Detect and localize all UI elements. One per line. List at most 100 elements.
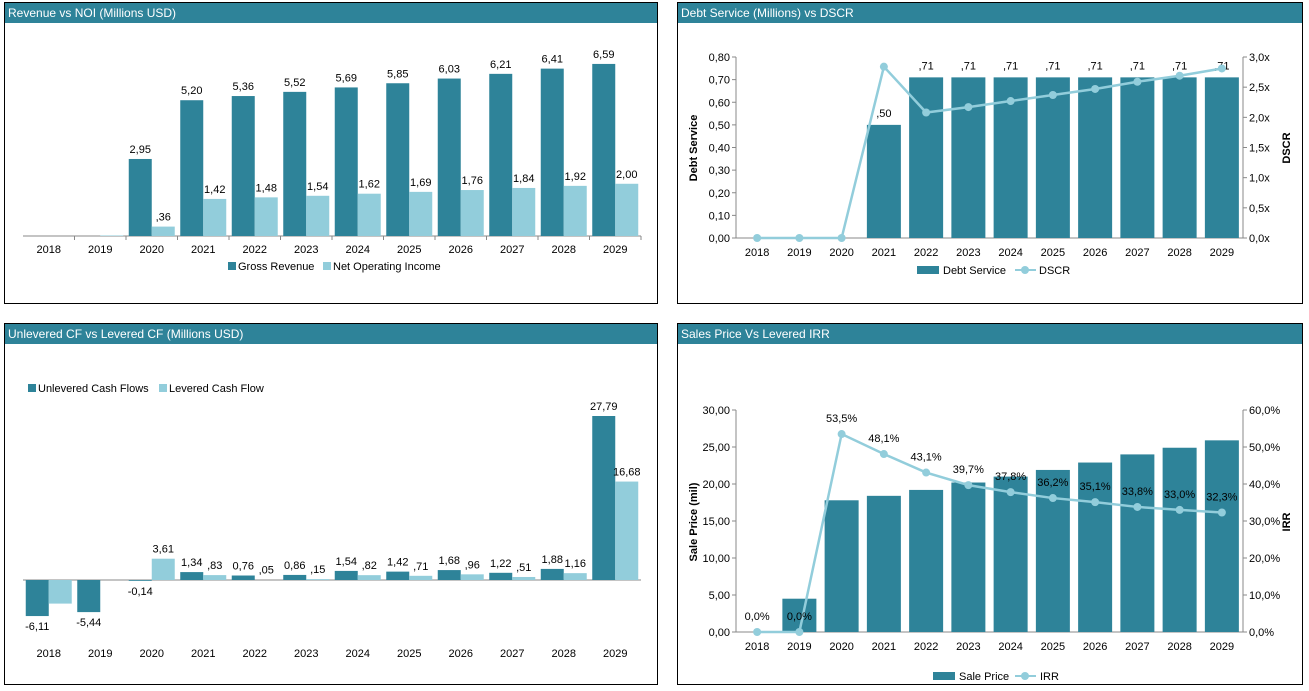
x-tick-label: 2019: [88, 648, 112, 660]
dscr-point: [837, 234, 846, 242]
y2-axis-title: IRR: [1281, 512, 1293, 531]
bar-unlevered: [540, 568, 564, 580]
x-tick-label: 2022: [914, 247, 938, 259]
x-tick-label: 2029: [1210, 247, 1234, 259]
x-tick-label: 2021: [872, 247, 896, 259]
y-tick-label: 0,80: [709, 52, 730, 64]
dscr-point: [1217, 64, 1226, 73]
x-tick-label: 2029: [1210, 641, 1234, 653]
y-tick-label: 30,00: [702, 405, 730, 417]
x-tick-label: 2028: [1167, 247, 1191, 259]
data-label: 0,86: [284, 560, 305, 572]
bar-unlevered: [128, 580, 152, 581]
revenue-noi-chart: 2018 2019 2020 2,95 ,36 2021 5,20 1,42 2022 5,36 1…: [23, 49, 642, 273]
y2-tick-label: 20,0%: [1249, 553, 1280, 565]
bar-unlevered: [386, 571, 410, 580]
data-label: 1,22: [490, 558, 511, 570]
bar-sale-price: [866, 495, 901, 632]
x-tick-label: 2018: [745, 247, 769, 259]
legend-swatch-sale-price: [933, 672, 955, 680]
y-tick-label: 25,00: [702, 442, 730, 454]
bar-unlevered: [489, 572, 513, 580]
data-label: 1,84: [513, 173, 534, 185]
y2-tick-label: 0,5x: [1249, 203, 1270, 215]
bar-gross-revenue: [592, 63, 616, 236]
data-label: ,71: [1087, 60, 1102, 72]
panel-title: Revenue vs NOI (Millions USD): [5, 3, 657, 23]
dscr-point: [753, 234, 762, 242]
y2-tick-label: 30,0%: [1249, 516, 1280, 528]
bar-levered: [409, 575, 433, 580]
bar-debt-service: [1078, 77, 1113, 238]
x-tick-label: 2025: [397, 244, 421, 256]
debt-service-chart: 0,00 0,10 0,20 0,30 0,40 0,50 0,60 0,70 0,80 0,0x…: [688, 52, 1293, 277]
data-label: 1,76: [462, 175, 483, 187]
x-tick-label: 2018: [745, 641, 769, 653]
x-tick-label: 2022: [243, 648, 267, 660]
bar-noi: [100, 235, 124, 236]
bar-gross-revenue: [334, 87, 358, 236]
y2-tick-label: 40,0%: [1249, 479, 1280, 491]
bar-gross-revenue: [489, 73, 513, 236]
data-label: 1,42: [204, 184, 225, 196]
dscr-line: [757, 64, 1223, 240]
data-label: 3,61: [153, 544, 174, 556]
data-label: ,71: [961, 60, 976, 72]
y-tick-label: 0,20: [709, 188, 730, 200]
y2-tick-label: 2,0x: [1249, 112, 1270, 124]
dscr-point: [1048, 91, 1057, 100]
data-label: 5,85: [387, 68, 408, 80]
legend-label: Levered Cash Flow: [169, 383, 264, 395]
legend-swatch-levered: [159, 384, 167, 392]
data-label: 43,1%: [911, 452, 942, 464]
y-tick-label: 0,60: [709, 97, 730, 109]
data-label: 1,92: [565, 171, 586, 183]
bar-noi: [512, 187, 536, 236]
irr-point: [964, 481, 973, 490]
bar-debt-service: [1035, 77, 1070, 238]
data-label: 0,0%: [745, 611, 770, 623]
x-tick-label: 2027: [1125, 641, 1149, 653]
bar-levered: [615, 481, 639, 580]
y-tick-label: 0,40: [709, 143, 730, 155]
bar-debt-service: [909, 77, 944, 238]
cash-flow-chart: 2018 -6,11 2019 -5,44 2020 -0,14 3,61 2021 1,34,…: [23, 383, 641, 660]
bar-gross-revenue: [283, 91, 307, 236]
x-tick-label: 2020: [829, 247, 853, 259]
data-label: -0,14: [128, 586, 153, 598]
data-label: 5,36: [233, 81, 254, 93]
data-label: 0,76: [233, 561, 254, 573]
y-tick-label: 10,00: [702, 553, 730, 565]
data-label: 5,52: [284, 77, 305, 89]
data-label: ,71: [1045, 60, 1060, 72]
y2-tick-label: 1,5x: [1249, 143, 1270, 155]
x-tick-label: 2020: [829, 641, 853, 653]
bar-sale-price: [993, 476, 1028, 632]
data-label: -6,11: [25, 621, 49, 633]
x-tick-label: 2019: [787, 641, 811, 653]
data-label: 6,59: [593, 49, 614, 61]
y-tick-label: 0,00: [709, 627, 730, 639]
data-label: 33,8%: [1122, 486, 1153, 498]
bar-sale-price: [909, 489, 944, 632]
bar-noi: [151, 226, 175, 236]
bar-unlevered: [283, 574, 307, 580]
data-label: 39,7%: [953, 464, 984, 476]
data-label: ,51: [516, 562, 531, 574]
x-tick-label: 2023: [956, 641, 980, 653]
cash-flow-panel: Unlevered CF vs Levered CF (Millions USD…: [4, 323, 658, 685]
bar-levered: [306, 579, 330, 580]
y-tick-label: 20,00: [702, 479, 730, 491]
data-label: 36,2%: [1037, 477, 1068, 489]
data-label: ,71: [918, 60, 933, 72]
x-tick-label: 2020: [140, 648, 164, 660]
bar-unlevered: [25, 580, 49, 617]
data-label: ,36: [156, 212, 171, 224]
data-label: 1,69: [410, 177, 431, 189]
x-tick-label: 2027: [500, 648, 524, 660]
x-tick-label: 2024: [998, 641, 1022, 653]
dscr-point: [795, 234, 804, 242]
data-label: ,15: [310, 564, 325, 576]
legend-label: Sale Price: [959, 671, 1009, 683]
bar-noi: [615, 183, 639, 236]
